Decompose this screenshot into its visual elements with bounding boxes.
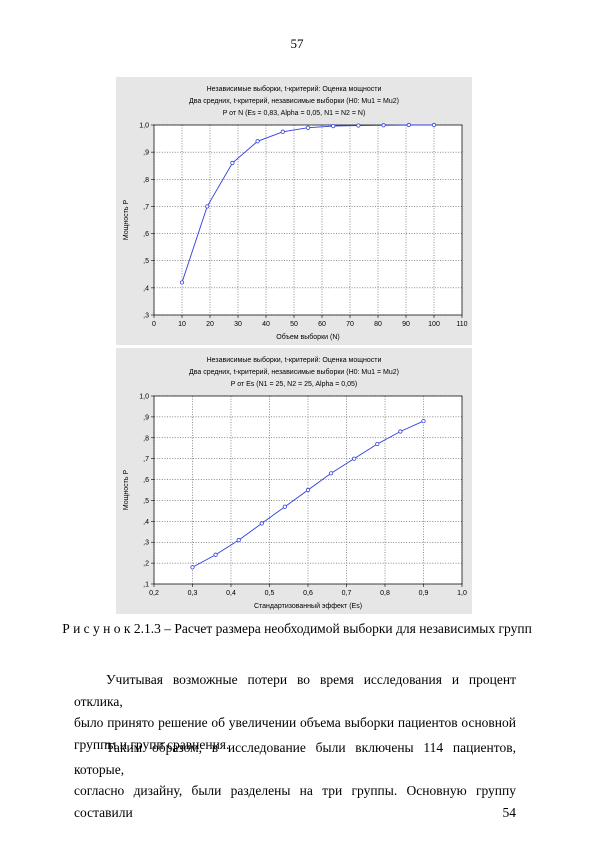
series [179,122,437,285]
paragraph-line: было принято решение об увеличении объем… [74,715,516,730]
x-tick-label: 0,3 [188,590,198,597]
paragraph-line: Таким образом, в исследование были включ… [74,740,516,777]
data-point [305,487,311,493]
grid-lines [151,395,463,587]
y-tick-label: ,2 [143,561,149,568]
data-point [331,123,336,129]
y-tick-label: ,8 [143,177,149,184]
paragraph: Таким образом, в исследование были включ… [74,737,516,823]
y-tick-label: 1,0 [139,394,149,401]
data-point [255,139,260,144]
x-tick-label: 40 [262,321,270,328]
x-tick-labels: 0,2 0,3 0,4 0,5 0,6 0,7 0,8 0,9 1,0 [149,590,467,597]
power-vs-sample-size-chart: Независимые выборки, t-критерий: Оценка … [123,85,468,341]
chart-title-line: P от N (Es = 0,83, Alpha = 0,05, N1 = N2… [223,110,366,117]
data-point [282,504,287,509]
y-axis-label: Мощность P [123,470,130,511]
power-vs-sample-size-figure: Независимые выборки, t-критерий: Оценка … [116,77,472,345]
y-tick-label: ,1 [143,582,149,589]
data-point [236,538,241,543]
data-point [356,123,361,128]
data-point [421,418,426,424]
x-tick-label: 90 [402,321,410,328]
y-tick-label: ,5 [143,498,149,505]
x-tick-label: 10 [178,321,186,328]
y-tick-label: 1,0 [139,123,149,130]
x-tick-label: 60 [318,321,326,328]
chart-title-line: Два средних, t-критерий, независимые выб… [189,368,399,376]
y-tick-label: ,8 [143,435,149,442]
data-point [375,441,380,447]
x-tick-label: 0 [152,321,156,328]
plot-area [153,124,463,316]
data-point [205,204,210,209]
y-tick-label: ,4 [143,285,149,292]
data-point [431,122,437,128]
y-tick-label: ,9 [143,150,149,157]
data-point [381,123,386,128]
chart-title-line: P от Es (N1 = 25, N2 = 25, Alpha = 0,05) [231,381,357,388]
x-tick-labels: 0 10 20 30 40 50 60 70 80 90 100 110 [152,321,468,328]
x-tick-label: 0,2 [149,590,159,597]
data-point [398,429,403,434]
y-tick-label: ,9 [143,414,149,421]
data-point [329,471,334,476]
paragraph-line: согласно дизайну, были разделены на три … [74,783,516,820]
paragraph-line: группы и групп сравнения. [74,736,230,752]
power-vs-effect-size-figure: Независимые выборки, t-критерий: Оценка … [116,348,472,614]
grid-lines [151,124,463,318]
x-tick-label: 20 [206,321,214,328]
paragraph: Учитывая возможные потери во время иссле… [74,669,516,755]
y-tick-label: ,6 [143,231,149,238]
x-tick-label: 50 [290,321,298,328]
caption-label: Р и с у н о к 2.1.3 [62,621,161,636]
x-tick-label: 0,5 [265,590,275,597]
y-tick-label: ,7 [143,204,149,211]
x-axis-label: Объем выборки (N) [276,333,339,341]
data-point [190,565,195,570]
x-tick-label: 1,0 [457,590,467,597]
x-tick-label: 0,8 [380,590,390,597]
data-point [179,280,185,285]
x-tick-label: 70 [346,321,354,328]
x-tick-label: 110 [456,321,467,328]
y-tick-label: ,3 [143,313,149,320]
chart-title-line: Независимые выборки, t-критерий: Оценка … [207,85,382,93]
x-tick-label: 30 [234,321,242,328]
x-tick-label: 80 [374,321,382,328]
figure-caption: Р и с у н о к 2.1.3 – Расчет размера нео… [0,621,594,637]
y-tick-label: ,3 [143,540,149,547]
y-tick-label: ,6 [143,477,149,484]
paragraph-line: Учитывая возможные потери во время иссле… [74,672,516,709]
data-point [213,552,218,557]
data-point [230,160,235,166]
power-vs-effect-size-chart: Независимые выборки, t-критерий: Оценка … [123,356,467,610]
page-number: 57 [290,36,304,51]
data-point [305,125,311,130]
data-point [406,122,411,128]
data-point [280,129,285,134]
x-axis-label: Стандартизованный эффект (Es) [254,602,362,610]
y-tick-label: ,4 [143,519,149,526]
caption-text: – Расчет размера необходимой выборки для… [160,621,532,636]
y-tick-labels: ,3 ,4 ,5 ,6 ,7 ,8 ,9 1,0 [139,123,149,320]
series [190,418,426,570]
y-tick-labels: ,1 ,2 ,3 ,4 ,5 ,6 ,7 ,8 ,9 1,0 [139,394,149,589]
x-tick-label: 100 [428,321,440,328]
y-tick-label: ,7 [143,456,149,463]
x-tick-label: 0,9 [419,590,429,597]
y-tick-label: ,5 [143,258,149,265]
chart-title-line: Два средних, t-критерий, независимые выб… [189,97,399,105]
x-tick-label: 0,4 [226,590,236,597]
x-tick-label: 0,7 [342,590,352,597]
data-point [352,456,357,461]
chart-title-line: Независимые выборки, t-критерий: Оценка … [207,356,382,364]
y-axis-label: Мощность P [123,200,130,241]
data-point [259,521,264,526]
x-tick-label: 0,6 [303,590,313,597]
